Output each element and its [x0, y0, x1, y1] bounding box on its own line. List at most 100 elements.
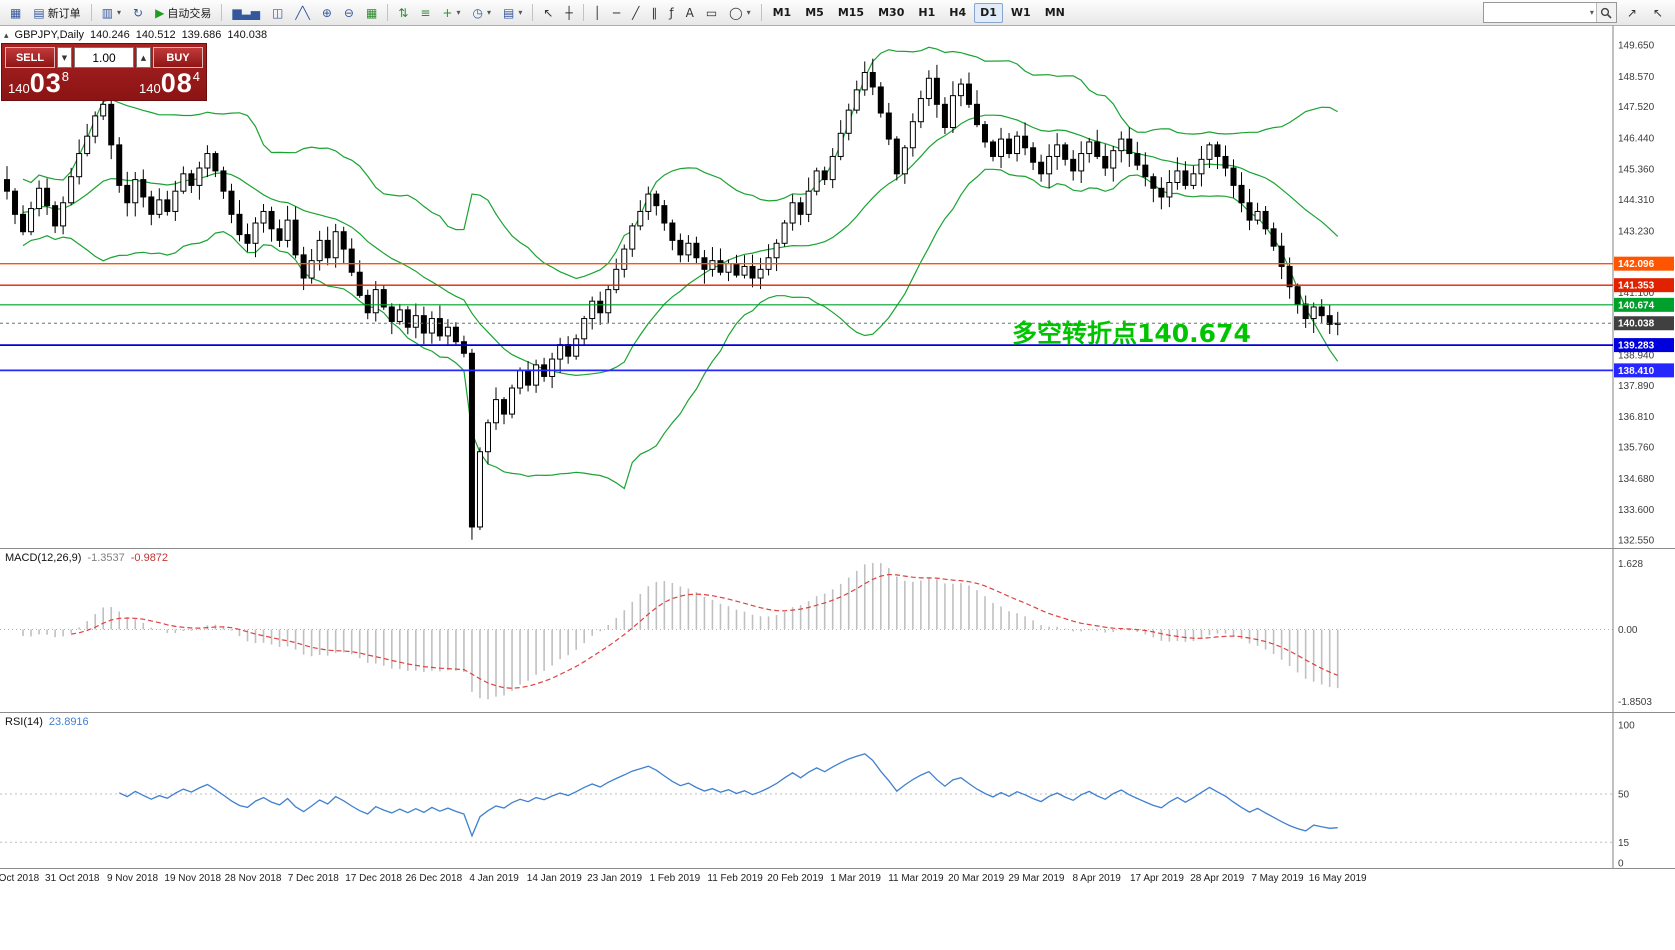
periods-button[interactable]: ◷ ▾ — [468, 3, 497, 23]
refresh-button[interactable]: ↻ — [128, 3, 148, 23]
templates-button[interactable]: ▤ ▾ — [498, 3, 527, 23]
price-badge-138.410[interactable] — [1614, 363, 1674, 378]
fibonacci-button[interactable]: ƒ — [664, 3, 678, 23]
zoom-out-button[interactable]: ⊖ — [339, 3, 359, 23]
date-label: 28 Nov 2018 — [224, 873, 282, 884]
new-order-button[interactable]: ▤ 新订单 — [28, 3, 85, 23]
one-click-trading-panel: SELL ▼ ▲ BUY 140 03 8 140 08 4 — [1, 43, 207, 101]
toolbar-groups: ▦ ▤ 新订单 ▥ ▾ ↻ ▶ 自动交易 ▆▃▅ ◫ ╱╲ ⊕ ⊖ ▦ ⇅ ≡ + ▾ ◷ ▾ ▤ ▾ ↖ ┼ │ ─ ╱ ∥ ƒ A ▭ ◯… — [4, 0, 1483, 25]
expand-icon[interactable]: ↗ — [1626, 5, 1637, 20]
date-label: 11 Mar 2019 — [888, 873, 944, 884]
arrange-button[interactable]: ⇅ — [393, 3, 413, 23]
bar-chart-button[interactable]: ▆▃▅ — [227, 3, 265, 23]
tf-m1[interactable]: M1 — [767, 3, 798, 23]
tf-w1[interactable]: W1 — [1005, 3, 1037, 23]
date-label: 22 Oct 2018 — [0, 873, 40, 884]
date-label: 29 Mar 2019 — [1008, 873, 1065, 884]
price-axis-label: 135.760 — [1618, 443, 1655, 454]
search-icon[interactable] — [1595, 3, 1616, 22]
date-label: 23 Jan 2019 — [587, 873, 643, 884]
shapes-button[interactable]: ◯ ▾ — [724, 3, 755, 23]
date-label: 16 May 2019 — [1308, 873, 1367, 884]
buy-button[interactable]: BUY — [153, 47, 203, 68]
indicators-button[interactable]: + ▾ — [437, 3, 465, 23]
tf-m15[interactable]: M15 — [832, 3, 870, 23]
tf-m5[interactable]: M5 — [799, 3, 830, 23]
rsi-canvas[interactable]: 100 50 15 0 — [0, 713, 1675, 870]
toolbar-separator — [221, 4, 223, 21]
buy-price[interactable]: 140 08 4 — [139, 68, 200, 98]
channel-button[interactable]: ∥ — [646, 3, 662, 23]
rsi-axis-label: 15 — [1618, 838, 1630, 849]
bottom-strip — [0, 890, 1675, 950]
rsi-axis-label: 0 — [1618, 859, 1624, 870]
volume-increase-button[interactable]: ▲ — [136, 47, 151, 68]
new-chart-button[interactable]: ▦ — [5, 3, 26, 23]
candlestick-button[interactable]: ◫ — [267, 3, 288, 23]
price-axis-label: 146.440 — [1618, 133, 1655, 144]
trendline-button[interactable]: ╱ — [627, 3, 644, 23]
price-chart-canvas[interactable]: 149.650 148.570 147.520 146.440 145.360 144.3… — [0, 26, 1675, 548]
macd-histogram — [22, 563, 1339, 700]
price-badge-text: 140.674 — [1618, 300, 1655, 311]
macd-label: MACD(12,26,9) -1.3537 -0.9872 — [5, 552, 169, 564]
shift-chart-button[interactable]: ≡ — [415, 3, 435, 23]
rsi-panel: 100 50 15 0 RSI(14) 23.8916 — [0, 712, 1675, 870]
rsi-chart-mount: 100 50 15 0 — [0, 713, 1675, 874]
rsi-axis-label: 50 — [1618, 790, 1630, 801]
tile-windows-button[interactable]: ▦ — [361, 3, 382, 23]
price-chart-mount: 149.650 148.570 147.520 146.440 145.360 144.3… — [0, 26, 1675, 553]
rsi-line — [118, 753, 1338, 838]
profiles-button[interactable]: ▥ ▾ — [97, 3, 126, 23]
one-click-collapse-icon[interactable]: ▴ — [4, 29, 9, 40]
price-badge-141.353[interactable] — [1614, 278, 1674, 293]
line-chart-button[interactable]: ╱╲ — [290, 3, 314, 23]
price-badge-text: 140.038 — [1618, 319, 1655, 330]
toolbar-separator — [387, 4, 389, 21]
price-badge-140.674[interactable] — [1614, 297, 1674, 312]
volume-decrease-button[interactable]: ▼ — [57, 47, 72, 68]
date-label: 31 Oct 2018 — [45, 873, 100, 884]
price-axis-label: 149.650 — [1618, 41, 1655, 52]
price-axis-label: 148.570 — [1618, 72, 1655, 83]
tf-mn[interactable]: MN — [1039, 3, 1071, 23]
candles-layer — [4, 58, 1341, 540]
price-axis-label: 132.550 — [1618, 536, 1655, 547]
price-axis-label: 138.940 — [1618, 351, 1655, 362]
cursor-button[interactable]: ↖ — [538, 3, 558, 23]
crosshair-button[interactable]: ┼ — [560, 3, 577, 23]
toolbar-separator — [582, 4, 584, 21]
tf-h4[interactable]: H4 — [943, 3, 972, 23]
volume-input[interactable] — [74, 47, 134, 68]
label-button[interactable]: ▭ — [701, 3, 722, 23]
date-label: 20 Mar 2019 — [948, 873, 1005, 884]
date-axis[interactable]: 22 Oct 2018 31 Oct 2018 9 Nov 2018 19 Nov 2… — [0, 868, 1675, 890]
ohlc-high: 140.512 — [135, 29, 176, 41]
macd-canvas[interactable]: 1.628 0.00 -1.8503 — [0, 549, 1675, 713]
price-badge-142.096[interactable] — [1614, 256, 1674, 271]
zoom-in-button[interactable]: ⊕ — [317, 3, 337, 23]
toolbar-separator — [760, 4, 762, 21]
price-badge-139.283[interactable] — [1614, 338, 1674, 353]
vertical-line-button[interactable]: │ — [589, 3, 606, 23]
search-dropdown-icon[interactable]: ▾ — [1589, 8, 1594, 17]
price-axis-label: 134.680 — [1618, 474, 1655, 485]
pointer-icon[interactable]: ↖ — [1652, 5, 1663, 20]
tf-d1[interactable]: D1 — [974, 2, 1003, 23]
horizontal-line-button[interactable]: ─ — [608, 3, 625, 23]
price-chart-panel: 149.650 148.570 147.520 146.440 145.360 144.3… — [0, 26, 1675, 548]
sell-price[interactable]: 140 03 8 — [8, 68, 69, 98]
tf-m30[interactable]: M30 — [872, 3, 910, 23]
autotrading-button[interactable]: ▶ 自动交易 — [150, 3, 216, 23]
rsi-value: 23.8916 — [48, 716, 89, 728]
text-button[interactable]: A — [681, 3, 699, 23]
date-label: 1 Feb 2019 — [649, 873, 701, 884]
search-input[interactable] — [1483, 4, 1588, 21]
chart-ohlc-header: ▴ GBPJPY,Daily 140.246 140.512 139.686 1… — [4, 29, 267, 41]
sell-button[interactable]: SELL — [5, 47, 55, 68]
ohlc-close: 140.038 — [227, 29, 268, 41]
price-badge-140.038[interactable] — [1614, 316, 1674, 331]
pivot-annotation: 多空转折点140.674 — [1012, 319, 1251, 348]
tf-h1[interactable]: H1 — [912, 3, 941, 23]
